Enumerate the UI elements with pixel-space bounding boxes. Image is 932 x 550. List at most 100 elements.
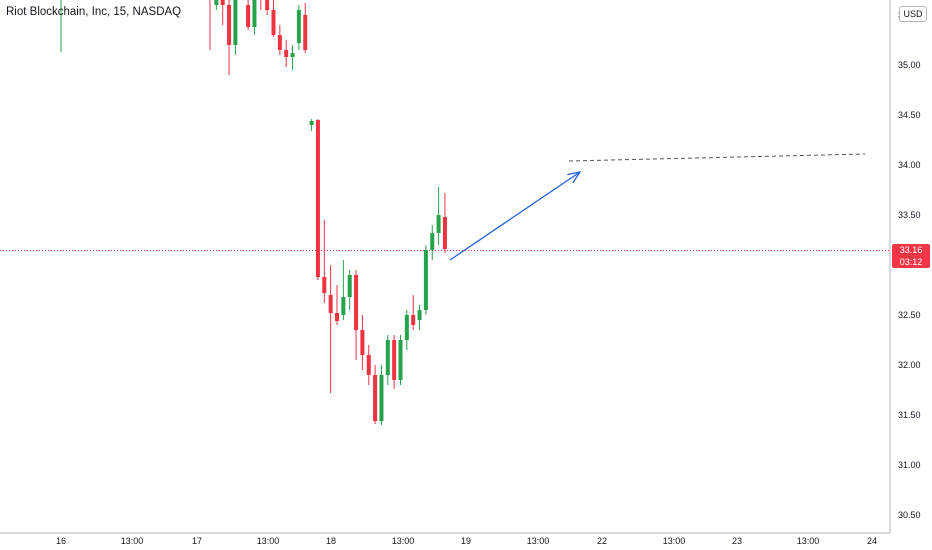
x-tick-label: 16 — [56, 536, 66, 546]
time-axis-ticks: 16 13:00 17 13:00 18 13:00 19 13:00 22 13:00 23 13:… — [56, 536, 877, 546]
candle-body — [303, 15, 308, 50]
x-tick-label: 13:00 — [527, 536, 550, 546]
y-tick-label: 33.50 — [898, 210, 921, 220]
projection-arrow[interactable] — [449, 171, 582, 261]
candle — [220, 0, 225, 25]
candle — [398, 335, 403, 385]
candle-body — [366, 355, 371, 375]
x-tick-label: 19 — [461, 536, 471, 546]
candle-body — [277, 35, 282, 50]
candle-body — [296, 10, 301, 43]
candle — [442, 193, 447, 253]
candle — [260, 0, 262, 10]
current-price-value: 33.16 — [899, 245, 923, 255]
candle-body — [392, 340, 397, 380]
candle-body — [373, 375, 378, 421]
symbol-title[interactable]: Riot Blockchain, Inc, 15, NASDAQ — [6, 6, 182, 18]
candle-body — [271, 10, 276, 35]
x-tick-label: 13:00 — [121, 536, 144, 546]
candle — [366, 345, 371, 385]
candle-body — [385, 340, 390, 375]
candle-body — [246, 5, 251, 27]
candle — [354, 270, 359, 360]
candle — [303, 3, 308, 53]
candle-body — [265, 0, 270, 11]
candle — [411, 295, 416, 330]
x-tick-label: 13:00 — [257, 536, 280, 546]
candle-body — [322, 277, 327, 293]
y-tick-label: 32.50 — [898, 310, 921, 320]
candle — [271, 0, 276, 37]
candle — [214, 0, 219, 10]
candle — [284, 40, 289, 67]
candle-body — [341, 297, 346, 315]
candle-body — [252, 0, 257, 27]
x-tick-label: 17 — [192, 536, 202, 546]
candle — [423, 245, 428, 315]
candle-body — [379, 375, 384, 421]
x-tick-label: 13:00 — [663, 536, 686, 546]
candle-body — [430, 233, 435, 250]
candle-body — [417, 310, 422, 320]
x-tick-label: 22 — [597, 536, 607, 546]
candle — [430, 225, 435, 260]
candle — [360, 315, 365, 370]
candle — [315, 119, 320, 280]
candle-body — [220, 0, 225, 5]
x-tick-label: 24 — [867, 536, 877, 546]
x-tick-label: 23 — [732, 536, 742, 546]
y-tick-label: 30.50 — [898, 510, 921, 520]
candle-body — [233, 0, 238, 45]
candle — [373, 365, 378, 424]
candle-body — [290, 53, 295, 57]
candle-body — [227, 5, 232, 45]
candle-body — [442, 217, 447, 249]
candle — [277, 25, 282, 55]
candle — [296, 5, 301, 50]
candle — [436, 187, 441, 245]
x-tick-label: 13:00 — [797, 536, 820, 546]
candle — [347, 270, 352, 310]
candle-body — [411, 315, 416, 325]
currency-badge[interactable]: USD — [899, 6, 927, 22]
candle — [417, 305, 422, 330]
current-price-label: 33.16 03:12 — [892, 244, 930, 268]
y-tick-label: 31.00 — [898, 460, 921, 470]
projection-dashed-line[interactable] — [568, 153, 866, 162]
candle-body — [347, 275, 352, 297]
y-tick-label: 34.50 — [898, 110, 921, 120]
y-tick-label: 35.00 — [898, 60, 921, 70]
candle-body — [335, 313, 339, 321]
y-tick-label: 32.00 — [898, 360, 921, 370]
candle — [328, 265, 333, 393]
y-tick-label: 34.00 — [898, 160, 921, 170]
candle-body — [354, 275, 359, 330]
candles-group — [60, 0, 447, 425]
candle — [290, 45, 295, 70]
x-tick-label: 18 — [326, 536, 336, 546]
candle — [246, 0, 251, 30]
candle-body — [404, 315, 409, 340]
y-tick-label: 31.50 — [898, 410, 921, 420]
candle — [404, 310, 409, 350]
candle — [335, 285, 339, 325]
candle — [322, 220, 327, 303]
candle — [233, 0, 238, 55]
candle-body — [423, 250, 428, 310]
candle — [385, 335, 390, 385]
candle-body — [315, 120, 320, 277]
candle-body — [284, 50, 289, 57]
candle — [341, 260, 346, 320]
candle — [309, 119, 314, 131]
candle — [379, 365, 384, 425]
candle — [209, 0, 211, 50]
candle-body — [309, 121, 314, 125]
candle-body — [398, 340, 403, 380]
candle — [227, 0, 232, 75]
candle-body — [360, 330, 365, 355]
candle — [392, 335, 397, 389]
candle-body — [214, 0, 219, 5]
candle — [252, 0, 257, 35]
